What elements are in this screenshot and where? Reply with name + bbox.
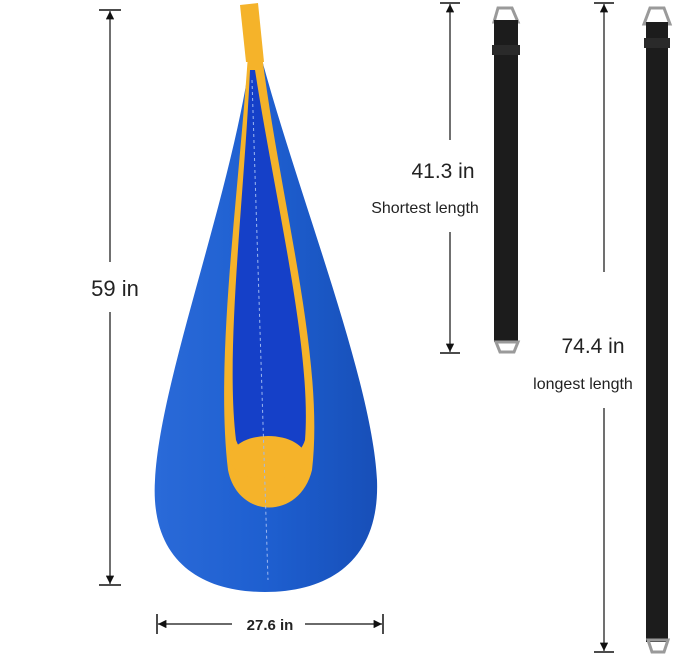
long-strap-value: 74.4 in [561, 335, 624, 358]
pod-hanging-strap [240, 3, 264, 62]
short-strap-value: 41.3 in [411, 160, 474, 183]
height-label: 59 in [91, 276, 139, 301]
d-ring-bottom [645, 638, 671, 654]
d-ring-top [492, 6, 521, 24]
long-strap [641, 6, 673, 654]
pod-opening [232, 70, 306, 463]
d-ring-top [641, 6, 673, 26]
width-label: 27.6 in [247, 617, 294, 634]
long-strap-caption: longest length [533, 376, 633, 393]
short-strap-caption: Shortest length [371, 200, 479, 217]
short-strap-dimension: 41.3 in Shortest length [371, 2, 479, 354]
long-strap-dimension: 74.4 in longest length [533, 2, 633, 653]
height-dimension: 59 in [91, 9, 139, 586]
d-ring-bottom [493, 340, 521, 354]
pod-seat-cushion [230, 436, 306, 480]
width-dimension: 27.6 in [156, 614, 384, 634]
hanging-pod-chair [154, 3, 378, 592]
short-strap [492, 6, 521, 354]
